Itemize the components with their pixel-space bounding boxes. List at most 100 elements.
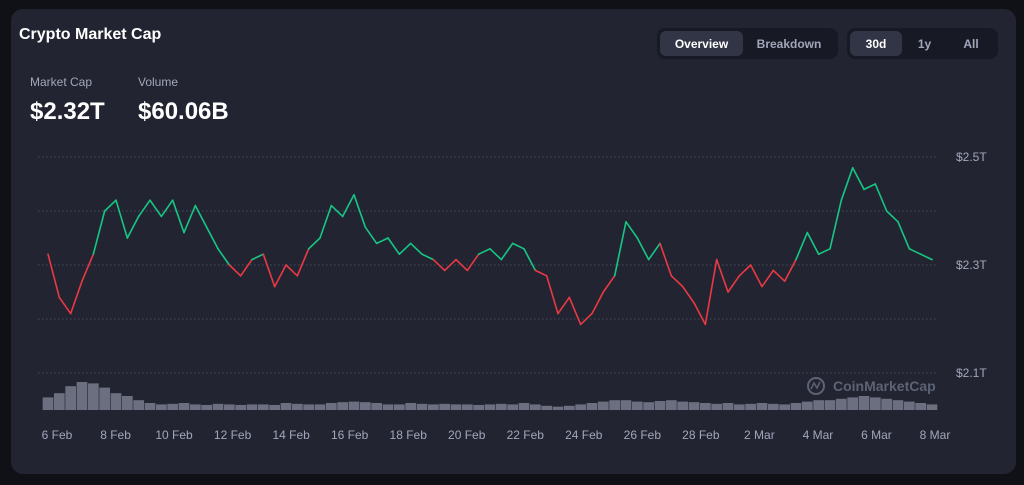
line-segment (296, 248, 310, 277)
volume-bar (212, 403, 224, 410)
volume-bar (133, 400, 145, 410)
y-axis-labels: $2.5T $2.3T $2.1T (956, 150, 987, 380)
range-toggle: 30d 1y All (847, 28, 998, 59)
volume-bar (620, 400, 632, 410)
volume-bar (337, 402, 349, 410)
x-tick-label: 28 Feb (682, 428, 720, 442)
volume-bar (665, 400, 677, 410)
volume-bar (257, 404, 269, 410)
line-segment (659, 242, 673, 277)
volume-bar (699, 403, 711, 410)
line-segment (375, 237, 389, 245)
line-segment (919, 253, 933, 261)
volume-bar (393, 404, 405, 410)
volume-bar (779, 404, 791, 410)
line-segment (58, 296, 72, 315)
volume-label: Volume (138, 75, 179, 89)
x-axis-labels: 6 Feb 8 Feb 10 Feb 12 Feb 14 Feb 16 Feb 18 Feb… (42, 428, 951, 442)
line-segment (783, 258, 797, 283)
volume-bar (813, 400, 825, 410)
volume-bar (824, 400, 836, 410)
line-segment (670, 274, 684, 288)
watermark-text: CoinMarketCap (833, 378, 936, 394)
line-segment (341, 194, 355, 218)
line-segment (160, 199, 174, 218)
x-tick-label: 6 Feb (42, 428, 73, 442)
volume-bar (291, 403, 303, 410)
volume-bar (756, 403, 768, 410)
line-segment (908, 248, 922, 255)
line-segment (885, 210, 899, 223)
line-segment (262, 253, 276, 288)
volume-bar (144, 403, 156, 410)
tab-breakdown[interactable]: Breakdown (756, 36, 822, 51)
market-cap-value: $2.32T (30, 98, 105, 125)
volume-bar (155, 404, 167, 410)
line-segment (137, 199, 151, 218)
line-segment (738, 264, 752, 277)
volume-bar (688, 402, 700, 410)
volume-bar (325, 403, 337, 410)
line-segment (69, 280, 83, 315)
x-tick-label: 8 Feb (100, 428, 131, 442)
volume-bar (858, 396, 870, 410)
line-segment (557, 296, 571, 315)
line-segment (251, 253, 265, 261)
tab-30d[interactable]: 30d (850, 31, 902, 56)
line-segment (194, 204, 208, 228)
line-segment (387, 237, 401, 255)
volume-bar (371, 403, 383, 410)
volume-bar (847, 397, 859, 410)
line-segment (239, 258, 253, 277)
tab-1y[interactable]: 1y (917, 36, 932, 51)
volume-bars (42, 382, 938, 410)
volume-bar (677, 401, 689, 410)
volume-bar (382, 404, 394, 410)
line-segment (636, 237, 650, 261)
tab-overview[interactable]: Overview (660, 31, 743, 56)
x-tick-label: 2 Mar (744, 428, 775, 442)
line-segment (897, 221, 911, 250)
chart-title: Crypto Market Cap (19, 26, 162, 43)
line-segment (772, 269, 786, 283)
volume-bar (189, 404, 201, 410)
line-segment (217, 248, 231, 266)
line-segment (409, 242, 423, 255)
volume-bar (65, 386, 77, 410)
line-segment (568, 296, 582, 326)
line-segment (500, 242, 514, 261)
market-cap-card (11, 9, 1016, 474)
volume-bar (926, 404, 938, 410)
volume-bar (87, 383, 99, 410)
volume-bar (110, 393, 122, 410)
volume-bar (99, 387, 111, 410)
line-segment (489, 248, 503, 261)
y-tick-label: $2.5T (956, 150, 987, 164)
volume-bar (461, 404, 473, 410)
volume-bar (915, 403, 927, 410)
volume-bar (495, 403, 507, 410)
volume-bar (484, 404, 496, 410)
watermark: CoinMarketCap (807, 377, 936, 395)
volume-bar (745, 403, 757, 410)
line-segment (455, 258, 469, 272)
line-segment (511, 242, 525, 250)
line-segment (466, 253, 480, 272)
volume-bar (869, 397, 881, 410)
volume-bar (575, 404, 587, 410)
volume-bar (450, 404, 462, 410)
line-segment (364, 226, 378, 245)
line-segment (693, 301, 707, 326)
volume-bar (314, 404, 326, 410)
volume-bar (552, 406, 564, 410)
volume-bar (586, 403, 598, 410)
tab-all[interactable]: All (963, 36, 979, 51)
volume-bar (280, 403, 292, 410)
x-tick-label: 4 Mar (803, 428, 834, 442)
line-segment (81, 253, 95, 283)
line-segment (171, 199, 185, 234)
x-tick-label: 20 Feb (448, 428, 486, 442)
line-segment (421, 253, 435, 261)
x-tick-label: 8 Mar (920, 428, 951, 442)
volume-bar (348, 401, 360, 410)
